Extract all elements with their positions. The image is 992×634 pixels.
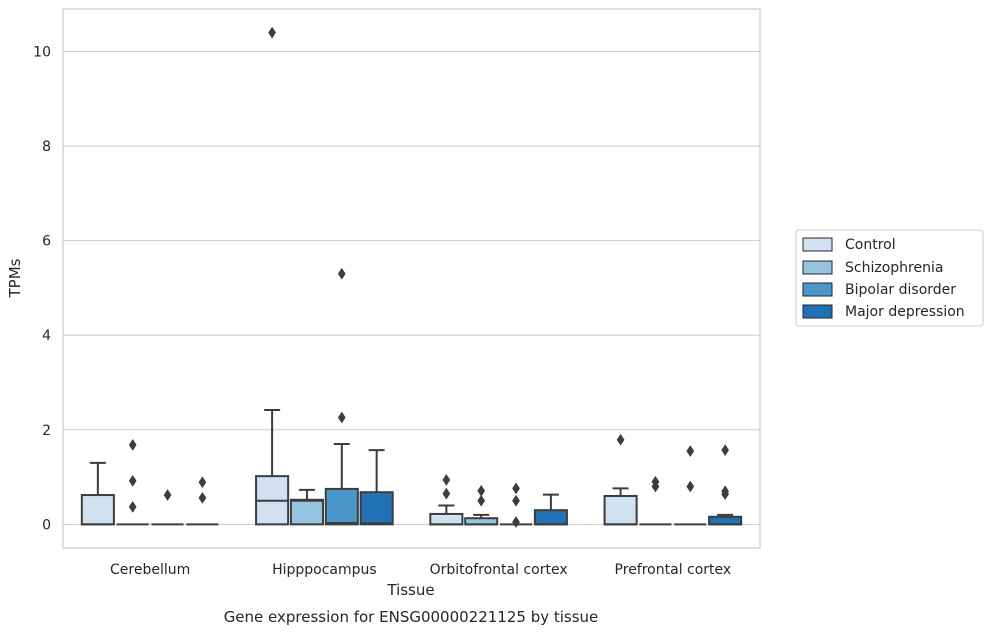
y-tick-label-2: 4 bbox=[42, 328, 51, 344]
outlier-bipolar-disorder-orbitofrontal-cortex-2 bbox=[512, 482, 520, 495]
y-tick-label-0: 0 bbox=[42, 517, 51, 533]
box-body-schizophrenia-hipppocampus bbox=[289, 498, 324, 526]
legend-item-bipolar-disorder: Bipolar disorder bbox=[802, 282, 956, 298]
box-schizophrenia-hipppocampus bbox=[289, 488, 324, 526]
box-major-depression-cerebellum bbox=[186, 476, 219, 526]
legend-frame bbox=[795, 229, 984, 327]
box-schizophrenia-orbitofrontal-cortex bbox=[464, 484, 499, 526]
plot-frame bbox=[62, 8, 761, 549]
outlier-bipolar-disorder-orbitofrontal-cortex-1 bbox=[512, 494, 520, 507]
legend-item-schizophrenia: Schizophrenia bbox=[802, 260, 943, 276]
box-schizophrenia-prefrontal-cortex bbox=[639, 475, 672, 526]
box-control-hipppocampus bbox=[255, 26, 290, 526]
y-tick-label-4: 8 bbox=[42, 139, 51, 155]
outlier-bipolar-disorder-hipppocampus-1 bbox=[337, 267, 346, 280]
outlier-major-depression-prefrontal-cortex-2 bbox=[721, 444, 730, 457]
legend-swatch-schizophrenia bbox=[802, 260, 833, 275]
outlier-control-orbitofrontal-cortex-0 bbox=[442, 487, 451, 500]
x-tick-labels: Cerebellum Hipppocampus Orbitofrontal cort… bbox=[110, 562, 731, 578]
legend-item-major-depression: Major depression bbox=[802, 304, 965, 320]
outlier-bipolar-disorder-hipppocampus-0 bbox=[337, 411, 346, 424]
legend-item-control: Control bbox=[802, 237, 896, 253]
x-tick-label-hipppocampus: Hipppocampus bbox=[272, 562, 377, 578]
chart-caption: Gene expression for ENSG00000221125 by t… bbox=[224, 608, 599, 626]
box-bipolar-disorder-orbitofrontal-cortex bbox=[500, 482, 533, 528]
y-tick-label-1: 2 bbox=[42, 423, 51, 439]
series-major-depression bbox=[186, 444, 743, 526]
legend-label-bipolar-disorder: Bipolar disorder bbox=[845, 282, 956, 298]
box-body-major-depression-prefrontal-cortex bbox=[708, 515, 743, 526]
box-major-depression-prefrontal-cortex bbox=[708, 444, 743, 526]
outlier-major-depression-cerebellum-0 bbox=[198, 491, 207, 504]
outlier-schizophrenia-cerebellum-0 bbox=[128, 500, 137, 513]
outlier-bipolar-disorder-prefrontal-cortex-0 bbox=[686, 480, 695, 493]
box-control-cerebellum bbox=[80, 461, 115, 526]
outlier-schizophrenia-orbitofrontal-cortex-0 bbox=[477, 494, 486, 507]
outlier-control-orbitofrontal-cortex-1 bbox=[442, 473, 451, 486]
legend-swatch-major-depression bbox=[802, 304, 833, 319]
box-body-major-depression-orbitofrontal-cortex bbox=[533, 509, 568, 526]
legend-swatch-bipolar-disorder bbox=[802, 282, 833, 297]
box-body-control-prefrontal-cortex bbox=[603, 494, 638, 526]
y-axis-title: TPMs bbox=[6, 258, 24, 298]
box-bipolar-disorder-hipppocampus bbox=[324, 267, 359, 526]
x-axis-title: Tissue bbox=[386, 581, 434, 599]
outlier-bipolar-disorder-prefrontal-cortex-1 bbox=[686, 445, 695, 458]
gridlines bbox=[63, 51, 760, 525]
outlier-bipolar-disorder-cerebellum-0 bbox=[163, 489, 172, 502]
box-body-control-orbitofrontal-cortex bbox=[429, 512, 464, 526]
y-tick-label-3: 6 bbox=[42, 234, 51, 250]
box-body-bipolar-disorder-hipppocampus bbox=[324, 487, 359, 526]
outlier-schizophrenia-orbitofrontal-cortex-1 bbox=[477, 484, 486, 497]
box-control-prefrontal-cortex bbox=[603, 433, 638, 526]
box-bipolar-disorder-prefrontal-cortex bbox=[674, 445, 707, 526]
legend-label-major-depression: Major depression bbox=[845, 304, 965, 320]
box-major-depression-orbitofrontal-cortex bbox=[533, 493, 568, 526]
series-bipolar-disorder bbox=[151, 267, 707, 528]
x-tick-label-cerebellum: Cerebellum bbox=[110, 562, 190, 578]
box-body-major-depression-hipppocampus bbox=[359, 491, 394, 526]
outlier-schizophrenia-cerebellum-2 bbox=[128, 438, 137, 451]
outlier-schizophrenia-cerebellum-1 bbox=[128, 474, 137, 487]
outlier-major-depression-cerebellum-1 bbox=[198, 476, 207, 489]
box-major-depression-hipppocampus bbox=[359, 449, 394, 526]
box-schizophrenia-cerebellum bbox=[116, 438, 149, 526]
series-schizophrenia bbox=[116, 438, 672, 526]
outlier-bipolar-disorder-orbitofrontal-cortex-0 bbox=[512, 516, 520, 528]
box-control-orbitofrontal-cortex bbox=[429, 473, 464, 526]
legend-label-schizophrenia: Schizophrenia bbox=[845, 260, 943, 276]
box-bipolar-disorder-cerebellum bbox=[151, 489, 184, 526]
y-tick-labels: 0 2 4 6 8 10 bbox=[33, 45, 51, 534]
outlier-control-hipppocampus-0 bbox=[268, 26, 276, 39]
x-tick-label-orbitofrontal-cortex: Orbitofrontal cortex bbox=[430, 562, 568, 578]
legend: Control Schizophrenia Bipolar disorder M… bbox=[795, 229, 984, 327]
box-series bbox=[80, 26, 743, 528]
outlier-major-depression-prefrontal-cortex-1 bbox=[721, 485, 730, 498]
outlier-control-prefrontal-cortex-0 bbox=[616, 433, 625, 446]
legend-swatch-control bbox=[802, 237, 833, 252]
x-tick-label-prefrontal-cortex: Prefrontal cortex bbox=[615, 562, 732, 578]
series-control bbox=[80, 26, 638, 526]
outlier-schizophrenia-prefrontal-cortex-1 bbox=[651, 475, 660, 488]
box-body-control-cerebellum bbox=[80, 494, 115, 526]
y-tick-label-5: 10 bbox=[33, 45, 51, 61]
legend-label-control: Control bbox=[845, 237, 896, 253]
